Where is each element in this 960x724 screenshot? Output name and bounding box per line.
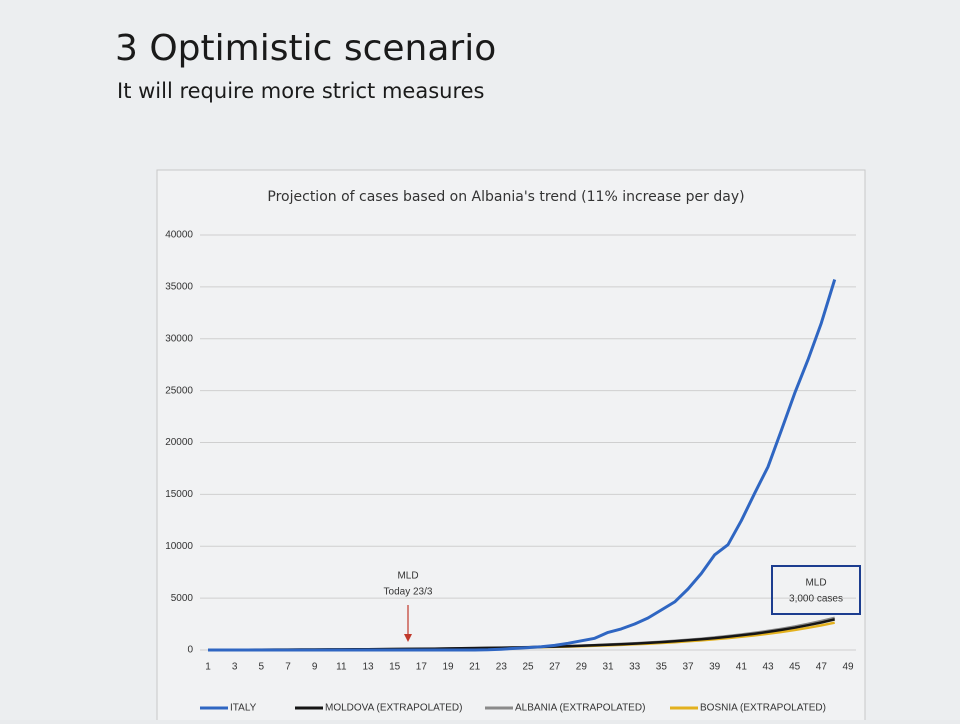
x-tick-label: 11	[336, 662, 347, 673]
x-tick-label: 37	[682, 662, 694, 673]
y-tick-label: 10000	[165, 541, 193, 552]
x-tick-label: 47	[816, 662, 828, 673]
annotation-arrowhead	[404, 634, 412, 642]
y-tick-label: 30000	[165, 333, 193, 344]
series-line	[208, 279, 837, 652]
x-tick-label: 45	[789, 662, 801, 673]
annotation-text: Today 23/3	[384, 587, 433, 598]
annotation-text: 3,000 cases	[789, 594, 843, 605]
x-tick-label: 29	[576, 662, 588, 673]
x-tick-label: 41	[736, 662, 748, 673]
x-tick-label: 49	[842, 662, 854, 673]
slide-title: 3 Optimistic scenario	[115, 28, 496, 69]
x-tick-label: 7	[285, 662, 291, 673]
x-tick-label: 15	[389, 662, 401, 673]
x-tick-label: 17	[416, 662, 428, 673]
x-tick-label: 35	[656, 662, 668, 673]
y-tick-label: 0	[187, 645, 193, 656]
legend-label: ALBANIA (EXTRAPOLATED)	[515, 703, 645, 714]
x-tick-label: 39	[709, 662, 721, 673]
x-tick-label: 3	[232, 662, 238, 673]
chart-area	[156, 169, 866, 724]
y-tick-label: 35000	[165, 282, 193, 293]
slide-subtitle: It will require more strict measures	[117, 79, 485, 103]
x-tick-label: 1	[205, 662, 211, 673]
y-tick-label: 5000	[171, 593, 194, 604]
x-tick-label: 21	[469, 662, 481, 673]
y-tick-label: 25000	[165, 385, 193, 396]
y-tick-label: 15000	[165, 489, 193, 500]
legend-label: MOLDOVA (EXTRAPOLATED)	[325, 703, 462, 714]
x-tick-label: 5	[259, 662, 265, 673]
annotation-text: MLD	[397, 571, 418, 582]
x-tick-label: 13	[362, 662, 374, 673]
chart-title: Projection of cases based on Albania's t…	[267, 189, 744, 205]
legend-label: ITALY	[230, 703, 257, 714]
y-tick-label: 40000	[165, 230, 193, 241]
x-tick-label: 25	[522, 662, 534, 673]
x-tick-label: 9	[312, 662, 318, 673]
x-tick-label: 43	[762, 662, 774, 673]
x-tick-label: 33	[629, 662, 641, 673]
x-tick-label: 19	[442, 662, 454, 673]
x-tick-label: 31	[602, 662, 614, 673]
x-tick-label: 27	[549, 662, 561, 673]
annotation-text: MLD	[805, 578, 826, 589]
annotation-box	[771, 565, 861, 615]
legend-label: BOSNIA (EXTRAPOLATED)	[700, 703, 826, 714]
y-tick-label: 20000	[165, 437, 193, 448]
x-tick-label: 23	[496, 662, 508, 673]
